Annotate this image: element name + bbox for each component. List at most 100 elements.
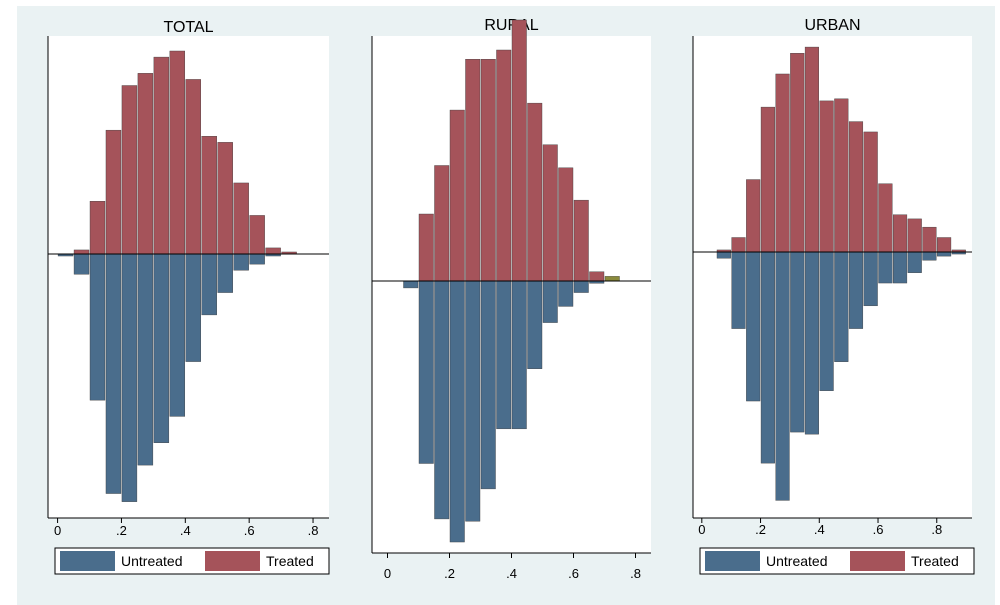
bar-untreated (233, 253, 249, 271)
x-tick-label: 0 (698, 522, 705, 537)
bar-treated (465, 59, 481, 282)
x-tick-label: .8 (630, 566, 641, 581)
bar-untreated (434, 280, 450, 520)
legend-label-treated: Treated (911, 553, 959, 569)
bar-treated (185, 79, 201, 255)
bar-untreated (542, 280, 558, 323)
bar-untreated (496, 280, 512, 430)
legend-label-untreated: Untreated (766, 553, 827, 569)
bar-treated (480, 59, 496, 282)
bar-treated (496, 49, 512, 282)
bar-treated (121, 85, 138, 255)
x-tick-label: 0 (54, 523, 61, 538)
bar-treated (893, 214, 908, 253)
bar-treated (153, 56, 170, 255)
bar-untreated (834, 251, 849, 362)
bar-treated (249, 215, 265, 255)
bar-untreated (760, 251, 775, 464)
bar-untreated (449, 280, 465, 543)
bar-treated (804, 46, 819, 253)
bar-untreated (775, 251, 790, 501)
x-tick-label: .8 (308, 523, 319, 538)
x-tick-label: .2 (116, 523, 127, 538)
x-tick-label: .4 (180, 523, 191, 538)
bar-untreated (893, 251, 908, 284)
bar-untreated (573, 280, 589, 293)
bar-untreated (105, 253, 122, 494)
bar-treated (878, 183, 893, 253)
bar-untreated (403, 280, 419, 289)
bar-treated (558, 167, 574, 282)
bar-treated (937, 237, 952, 253)
bar-untreated (249, 253, 265, 265)
legend: Untreated Treated (54, 547, 330, 575)
bar-treated (819, 100, 834, 253)
bar-untreated (527, 280, 543, 369)
legend-swatch-treated (850, 551, 905, 571)
bar-treated (848, 121, 864, 253)
bar-untreated (418, 280, 434, 464)
x-tick-label: 0 (384, 566, 391, 581)
bar-treated (137, 73, 154, 255)
bar-treated (907, 218, 922, 253)
bar-treated (731, 237, 746, 253)
bar-treated (604, 276, 620, 282)
bar-untreated (169, 253, 186, 417)
bar-untreated (480, 280, 496, 490)
bar-untreated (731, 251, 746, 329)
x-tick-label: .2 (444, 566, 455, 581)
bar-treated (760, 106, 775, 253)
bar-treated (418, 213, 434, 282)
bar-untreated (185, 253, 201, 362)
legend: Untreated Treated (699, 547, 975, 575)
x-tick-label: .4 (814, 522, 825, 537)
bar-treated (527, 102, 543, 282)
plot-area (372, 36, 651, 553)
chart-title: RURAL (484, 17, 538, 34)
bar-treated (233, 182, 249, 255)
x-tick-label: .2 (755, 522, 766, 537)
bar-treated (217, 142, 233, 255)
bar-treated (589, 271, 605, 282)
bar-treated (201, 136, 217, 255)
bar-untreated (217, 253, 233, 293)
bar-untreated (863, 251, 878, 307)
legend-swatch-untreated (60, 551, 115, 571)
bar-treated (834, 98, 849, 253)
bar-treated (775, 73, 790, 253)
bar-treated (434, 165, 450, 282)
bar-untreated (201, 253, 217, 316)
bar-untreated (73, 253, 90, 275)
bar-untreated (511, 280, 527, 430)
bar-untreated (878, 251, 893, 284)
bar-treated (573, 199, 589, 282)
bar-treated (265, 247, 281, 255)
x-tick-label: .4 (506, 566, 517, 581)
bar-treated (746, 179, 761, 253)
bar-treated (542, 144, 558, 282)
bar-treated (105, 129, 122, 255)
bar-untreated (716, 251, 731, 259)
bar-treated (511, 19, 527, 282)
bar-untreated (121, 253, 138, 502)
bar-untreated (907, 251, 922, 273)
legend-swatch-treated (205, 551, 260, 571)
bar-untreated (558, 280, 574, 307)
bar-untreated (137, 253, 154, 466)
bar-treated (449, 109, 465, 282)
bar-untreated (922, 251, 937, 261)
bar-treated (922, 226, 937, 253)
chart-title: TOTAL (163, 19, 213, 36)
bar-untreated (819, 251, 834, 391)
panel-urban: URBAN 0 .2 .4 .6 .8 Untreated Treated (692, 17, 975, 575)
bar-treated (169, 50, 186, 255)
legend-swatch-untreated (705, 551, 760, 571)
bar-treated (73, 249, 90, 255)
bar-untreated (804, 251, 819, 435)
bar-untreated (937, 251, 952, 257)
bar-untreated (89, 253, 106, 401)
bar-treated (89, 201, 106, 255)
chart-title: URBAN (804, 17, 860, 34)
panel-total: TOTAL 0 .2 .4 .6 .8 Untreated Treated (47, 19, 330, 575)
